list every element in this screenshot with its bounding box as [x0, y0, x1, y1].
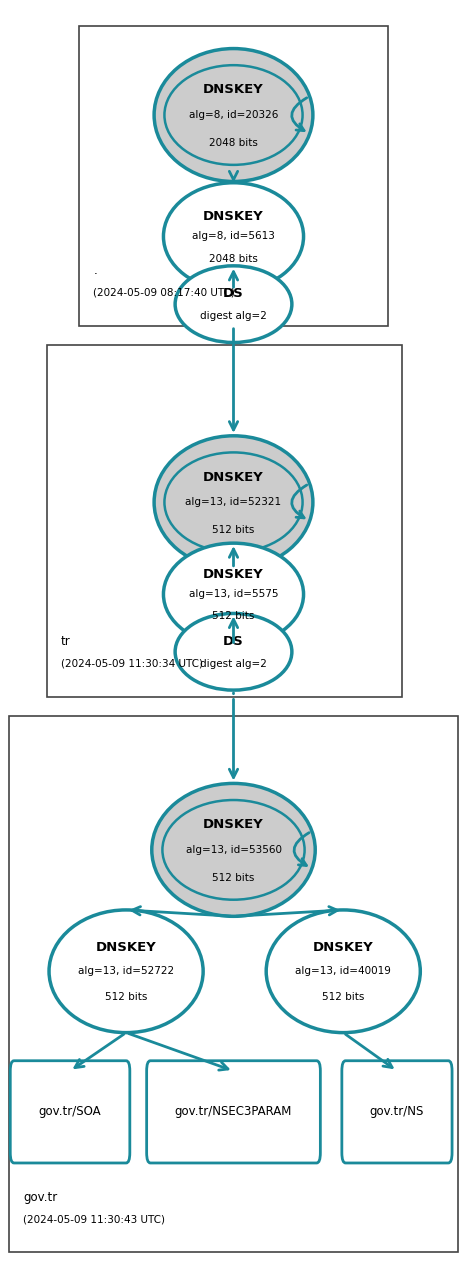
Ellipse shape: [152, 783, 315, 916]
Text: alg=13, id=40019: alg=13, id=40019: [295, 966, 391, 976]
Text: DS: DS: [223, 635, 244, 648]
Text: gov.tr/SOA: gov.tr/SOA: [39, 1105, 101, 1118]
Ellipse shape: [49, 910, 203, 1033]
FancyBboxPatch shape: [342, 1061, 452, 1163]
Ellipse shape: [163, 543, 304, 645]
Ellipse shape: [164, 65, 303, 165]
Ellipse shape: [154, 436, 313, 569]
Text: (2024-05-09 11:30:43 UTC): (2024-05-09 11:30:43 UTC): [23, 1214, 165, 1224]
Text: tr: tr: [61, 635, 71, 648]
Text: DS: DS: [223, 288, 244, 300]
Text: 512 bits: 512 bits: [212, 873, 255, 883]
Text: 2048 bits: 2048 bits: [209, 138, 258, 148]
Bar: [79, 26, 388, 326]
Text: DNSKEY: DNSKEY: [313, 942, 374, 955]
Ellipse shape: [175, 613, 292, 690]
Text: DNSKEY: DNSKEY: [203, 210, 264, 222]
Text: gov.tr/NS: gov.tr/NS: [370, 1105, 424, 1118]
Bar: [47, 345, 402, 697]
Text: 512 bits: 512 bits: [212, 611, 255, 621]
Ellipse shape: [164, 452, 303, 552]
Text: 2048 bits: 2048 bits: [209, 254, 258, 265]
Text: gov.tr/NSEC3PARAM: gov.tr/NSEC3PARAM: [175, 1105, 292, 1118]
FancyBboxPatch shape: [147, 1061, 320, 1163]
Text: DNSKEY: DNSKEY: [203, 470, 264, 483]
Text: .: .: [93, 265, 97, 277]
Ellipse shape: [266, 910, 420, 1033]
Ellipse shape: [163, 183, 304, 290]
Text: DNSKEY: DNSKEY: [96, 942, 156, 955]
Text: digest alg=2: digest alg=2: [200, 312, 267, 322]
Text: alg=13, id=52722: alg=13, id=52722: [78, 966, 174, 976]
Text: gov.tr: gov.tr: [23, 1191, 57, 1204]
Ellipse shape: [163, 800, 304, 900]
Text: alg=13, id=5575: alg=13, id=5575: [189, 589, 278, 599]
Text: 512 bits: 512 bits: [212, 525, 255, 535]
FancyBboxPatch shape: [10, 1061, 130, 1163]
Text: alg=8, id=20326: alg=8, id=20326: [189, 110, 278, 120]
Text: 512 bits: 512 bits: [105, 992, 147, 1002]
Text: alg=13, id=52321: alg=13, id=52321: [185, 497, 282, 507]
Text: DNSKEY: DNSKEY: [203, 818, 264, 831]
Text: alg=8, id=5613: alg=8, id=5613: [192, 231, 275, 242]
Ellipse shape: [175, 266, 292, 343]
Bar: [9, 716, 458, 1252]
Ellipse shape: [154, 49, 313, 181]
Text: alg=13, id=53560: alg=13, id=53560: [185, 845, 282, 855]
Text: 512 bits: 512 bits: [322, 992, 364, 1002]
Text: (2024-05-09 08:17:40 UTC): (2024-05-09 08:17:40 UTC): [93, 288, 235, 298]
Text: DNSKEY: DNSKEY: [203, 83, 264, 96]
Text: DNSKEY: DNSKEY: [203, 569, 264, 581]
Text: digest alg=2: digest alg=2: [200, 659, 267, 670]
Text: (2024-05-09 11:30:34 UTC): (2024-05-09 11:30:34 UTC): [61, 658, 203, 668]
